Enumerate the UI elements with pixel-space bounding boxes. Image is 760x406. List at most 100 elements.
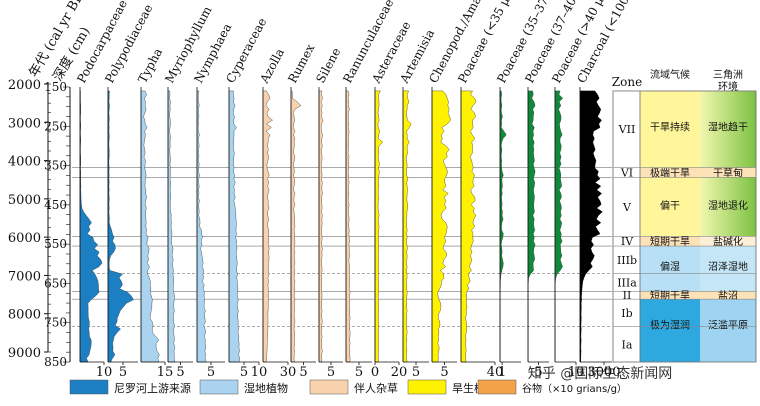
depth-tick-label: 250: [44, 119, 67, 133]
taxon-scale-label: 5: [176, 365, 184, 380]
climate-band: [640, 236, 700, 247]
taxon-scale-label: 5: [119, 365, 127, 380]
delta-band: [700, 236, 756, 247]
taxon-curve: [345, 90, 351, 363]
age-tick-label: 9000: [8, 346, 41, 361]
taxon-curve: [460, 90, 477, 363]
taxon-curve: [79, 90, 103, 363]
age-tick-label: 3000: [8, 116, 41, 131]
age-tick-label: 5000: [8, 193, 41, 208]
taxon-curve: [228, 90, 241, 363]
depth-tick-label: 750: [44, 316, 67, 330]
taxon-scale-label: 10: [96, 365, 113, 380]
taxon-name: Typha: [135, 46, 165, 86]
taxon-scale-label: 5: [327, 365, 335, 380]
taxon-name: Azolla: [257, 46, 287, 86]
delta-header: 三角洲: [713, 69, 743, 81]
taxon-scale-label: 0: [371, 365, 379, 380]
zone-header: Zone: [612, 75, 642, 89]
legend-swatch: [309, 379, 349, 395]
legend-label: 伴人杂草: [354, 382, 398, 395]
legend-label: 湿地植物: [244, 381, 288, 395]
age-tick-label: 4000: [8, 155, 41, 170]
delta-header: 环境: [718, 80, 738, 93]
delta-band: [700, 299, 756, 362]
taxon-scale-label: 5: [207, 365, 215, 380]
taxon-scale-label: 20: [391, 365, 408, 380]
depth-tick-label: 850: [44, 355, 67, 369]
age-tick-label: 2000: [8, 78, 41, 93]
taxon-curve: [107, 90, 134, 363]
delta-label: 湿地趋干: [708, 120, 748, 133]
climate-band: [640, 167, 700, 178]
delta-band: [700, 177, 756, 237]
age-tick-label: 6000: [8, 231, 41, 246]
taxon-curve: [402, 90, 412, 363]
taxon-scale-label: 5: [412, 365, 420, 380]
taxon-curve: [167, 90, 176, 363]
depth-tick-label: 550: [44, 237, 67, 251]
depth-tick-label: 650: [44, 276, 67, 290]
delta-band: [700, 90, 756, 168]
taxon-curve: [431, 90, 451, 363]
delta-label: 干草甸: [713, 166, 743, 179]
taxon-curve: [140, 90, 160, 363]
taxon-curve: [554, 90, 564, 363]
zone-label: IIIa: [617, 276, 637, 289]
taxon-curve: [579, 90, 603, 363]
legend: 尼罗河上游来源 湿地植物 伴人杂草 旱生植物 谷物（×10 grians/g）: [69, 379, 627, 395]
taxon-scale-label: 3000: [587, 365, 620, 380]
taxa-panels: 10Podocarpaceae5Polypodiaceae15Typha5Myr…: [72, 0, 645, 380]
climate-label: 偏湿: [660, 260, 680, 273]
taxon-scale-label: 10: [568, 365, 585, 380]
taxon-curve: [318, 90, 324, 363]
zone-label: II: [623, 289, 632, 302]
legend-swatch: [69, 379, 109, 395]
delta-label: 沼泽湿地: [708, 260, 748, 273]
taxon-curve: [196, 90, 207, 363]
taxon-scale-label: 10: [251, 365, 268, 380]
zone-label: VII: [618, 123, 636, 136]
depth-tick-label: 450: [44, 198, 67, 212]
taxon-scale-label: 5: [440, 365, 448, 380]
climate-label: 短期干旱: [650, 289, 690, 302]
delta-band: [700, 291, 756, 300]
legend-swatch: [477, 379, 517, 395]
taxon-scale-label: 15: [157, 365, 174, 380]
depth-tick-label: 350: [44, 159, 67, 173]
taxon-scale-label: 30: [280, 365, 297, 380]
taxon-scale-label: 40: [487, 365, 504, 380]
taxon-scale-label: 5: [534, 365, 542, 380]
legend-label: 谷物（×10 grians/g）: [522, 382, 627, 395]
delta-label: 盐沼: [718, 289, 738, 302]
age-tick-label: 7000: [8, 269, 41, 284]
zone-label: VI: [620, 166, 633, 179]
taxon-curve: [499, 90, 507, 363]
climate-label: 极端干旱: [650, 166, 690, 179]
zone-label: IV: [621, 235, 634, 248]
taxon-curve: [527, 90, 536, 363]
delta-band: [700, 167, 756, 178]
age-tick-label: 8000: [8, 308, 41, 323]
climate-label: 干旱持续: [650, 120, 690, 133]
climate-label: 短期干旱: [650, 235, 690, 248]
climate-header: 流域气候: [650, 68, 690, 81]
climate-label: 极为湿润: [650, 319, 690, 332]
zone-label: V: [622, 201, 632, 214]
taxon-name: Silene: [313, 45, 343, 85]
taxon-curve: [374, 90, 384, 363]
zone-label: IIIb: [617, 254, 637, 267]
zone-label: Ib: [621, 307, 632, 320]
taxon-scale-label: 1: [498, 365, 506, 380]
legend-label: 尼罗河上游来源: [114, 381, 191, 395]
watermark: 知乎 @国际生态新闻网: [528, 365, 672, 382]
legend-swatch: [199, 379, 239, 395]
taxon-scale-label: 5: [299, 365, 307, 380]
delta-band: [700, 246, 756, 292]
climate-label: 偏干: [660, 199, 680, 212]
taxon-scale-label: 5: [355, 365, 363, 380]
delta-label: 盐碱化: [713, 235, 743, 248]
zone-label: Ia: [622, 338, 633, 351]
taxon-curve: [290, 90, 302, 363]
